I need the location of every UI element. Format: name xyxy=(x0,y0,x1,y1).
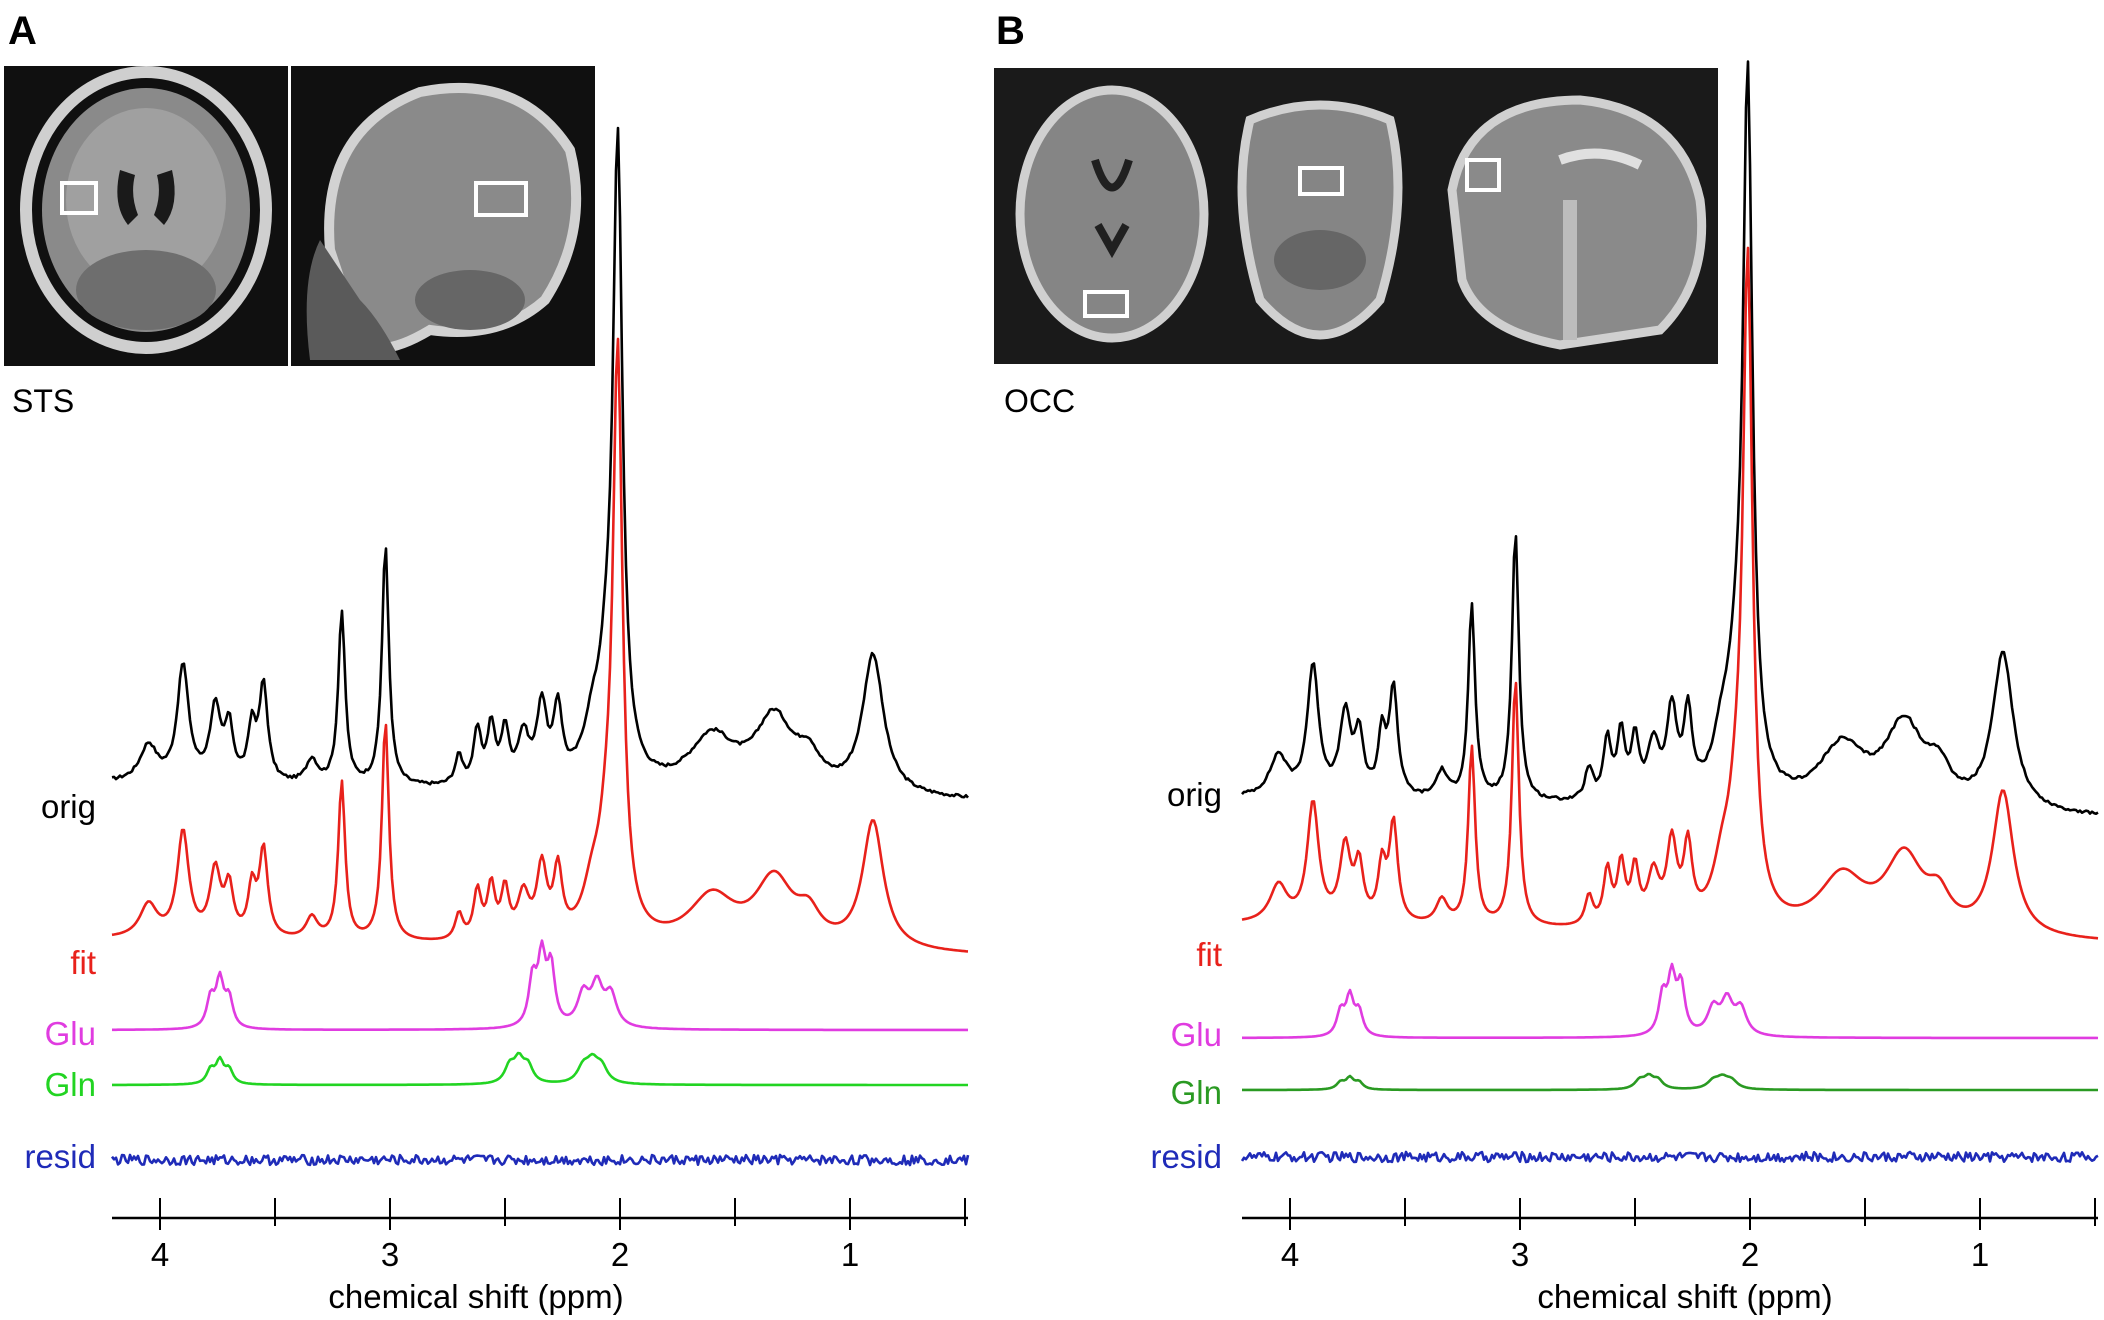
spectrum-trace-fit-b xyxy=(1241,246,2099,940)
trace-label-fit-b: fit xyxy=(1196,936,1222,973)
mri-images-a xyxy=(4,66,595,366)
mri-coronal-image-b xyxy=(1237,100,1403,340)
mri-axial-image xyxy=(1015,85,1209,343)
spectrum-trace-glu-b xyxy=(1242,962,2099,1040)
ventricle-left xyxy=(117,170,138,225)
region-label-a: STS xyxy=(12,383,74,419)
cerebellum xyxy=(76,250,216,330)
trace-label-orig-b: orig xyxy=(1167,776,1222,813)
trace-label-orig-a: orig xyxy=(41,788,96,825)
spectra-a xyxy=(110,126,970,1167)
spectrum-trace-resid-a xyxy=(110,1153,970,1167)
panel-letter-b: B xyxy=(996,9,1025,53)
tick-label-b-2: 2 xyxy=(1741,1236,1759,1273)
tick-label-a-1: 1 xyxy=(841,1236,859,1273)
spectrum-trace-orig-b xyxy=(1241,60,2099,815)
voxel-marker-occ-sagittal xyxy=(1465,158,1501,192)
spectra-b xyxy=(1240,60,2099,1164)
tick-label-b-3: 3 xyxy=(1511,1236,1529,1273)
voxel-marker-sts-sagittal xyxy=(474,181,528,217)
ventricle-right xyxy=(154,170,175,225)
tick-label-b-1: 1 xyxy=(1971,1236,1989,1273)
sagittal-face xyxy=(306,240,400,360)
tick-label-b-4: 4 xyxy=(1281,1236,1299,1273)
voxel-marker-occ-axial xyxy=(1083,290,1129,318)
x-axis-title-b: chemical shift (ppm) xyxy=(1537,1278,1832,1315)
spectrum-trace-orig-a xyxy=(111,126,969,799)
voxel-marker-sts-coronal xyxy=(60,181,98,215)
trace-label-glu-a: Glu xyxy=(45,1015,96,1052)
voxel-marker-occ-coronal xyxy=(1298,166,1344,196)
panel-letter-a: A xyxy=(8,9,37,53)
x-axis-a xyxy=(112,1198,968,1230)
skull-outline xyxy=(20,66,272,354)
corpus-callosum xyxy=(1558,148,1643,170)
tick-label-a-4: 4 xyxy=(151,1236,169,1273)
trace-label-resid-a: resid xyxy=(24,1138,96,1175)
trace-label-gln-b: Gln xyxy=(1171,1074,1222,1111)
tick-label-a-2: 2 xyxy=(611,1236,629,1273)
spectrum-trace-glu-a xyxy=(112,939,968,1032)
region-label-b: OCC xyxy=(1004,383,1075,419)
trace-label-gln-a: Gln xyxy=(45,1066,96,1103)
mri-images-b xyxy=(994,68,1718,364)
panel-a: A STS orig fit Glu Gln resid xyxy=(4,9,970,1315)
panel-b: B OCC orig fit Glu Gln resid 4 3 2 1 xyxy=(994,9,2099,1315)
trace-label-glu-b: Glu xyxy=(1171,1016,1222,1053)
sagittal-cerebellum xyxy=(415,270,525,330)
x-axis-b xyxy=(1242,1198,2098,1230)
x-axis-title-a: chemical shift (ppm) xyxy=(328,1278,623,1315)
spectrum-trace-fit-a xyxy=(111,337,969,953)
tick-label-a-3: 3 xyxy=(381,1236,399,1273)
spectrum-trace-gln-b xyxy=(1242,1072,2098,1092)
trace-label-fit-a: fit xyxy=(70,944,96,981)
spectrum-trace-resid-b xyxy=(1240,1150,2099,1164)
spectrum-trace-gln-a xyxy=(112,1051,968,1087)
trace-label-resid-b: resid xyxy=(1150,1138,1222,1175)
